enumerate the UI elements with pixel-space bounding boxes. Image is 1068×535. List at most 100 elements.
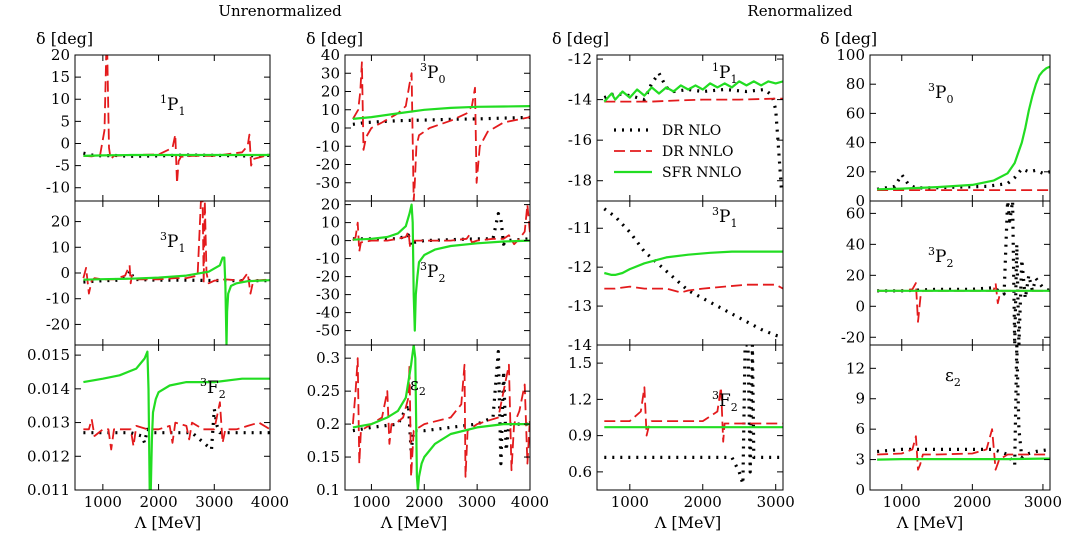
- label-sup: 3: [420, 61, 427, 74]
- series-line-dr-nlo: [352, 350, 530, 466]
- y-tick-label: -40: [316, 304, 340, 322]
- y-tick-label: 20: [321, 83, 340, 101]
- y-tick-label: 10: [51, 238, 70, 256]
- group-title-unrenormalized: Unrenormalized: [218, 2, 342, 20]
- label-sup: 3: [420, 260, 427, 273]
- series-line-dr-nnlo: [82, 201, 270, 295]
- label-sup: 1: [160, 93, 167, 106]
- y-tick-label: -12: [568, 50, 592, 68]
- series-line-dr-nnlo: [83, 55, 270, 185]
- series-line-dr-nnlo: [604, 283, 783, 294]
- y-tick-label: 10: [51, 90, 70, 108]
- y-tick-label: 0.013: [27, 414, 70, 432]
- x-tick-label: 3000: [757, 493, 795, 511]
- y-tick-label: 1.5: [568, 354, 592, 372]
- panel-frame: [869, 54, 1051, 202]
- panel-series-group: [352, 203, 530, 332]
- y-tick-label: 100: [836, 46, 865, 64]
- y-tick-label: 10: [321, 101, 340, 119]
- series-line-sfr-nnlo: [352, 203, 530, 332]
- x-axis-title-col2: Λ [MeV]: [380, 513, 448, 532]
- label-main: P: [719, 63, 730, 83]
- y-tick-label: 0: [855, 192, 865, 210]
- y-tick-label: 0.6: [568, 463, 592, 481]
- panel-series-group: [876, 65, 1050, 191]
- y-tick-label: 60: [846, 204, 865, 222]
- label-main: P: [935, 247, 946, 267]
- y-tick-label: 0: [855, 297, 865, 315]
- y-tick-label: -13: [568, 297, 592, 315]
- x-tick-label: 2000: [684, 493, 722, 511]
- panel-u-e2: 0.1 0.15 0.2 0.25 0.3 1000 2000 3000 4000 ε2: [307, 344, 549, 511]
- series-line-dr-nlo: [877, 201, 1050, 345]
- panels-layer: -10-5051015201P1-30-20-100102030403P0-18…: [27, 46, 1062, 511]
- label-main: ε: [410, 375, 419, 395]
- y-tick-label: 0.015: [27, 346, 70, 364]
- legend-label-dr-nnlo: DR NNLO: [662, 144, 734, 160]
- panel-label: 3F2: [200, 376, 226, 401]
- x-tick-label: 1000: [611, 493, 649, 511]
- series-line-dr-nnlo: [604, 97, 783, 103]
- label-sub: 2: [438, 272, 445, 285]
- label-sub: 1: [178, 105, 185, 118]
- series-line-sfr-nnlo: [83, 256, 270, 345]
- panel-label: 1P1: [712, 61, 737, 86]
- y-tick-label: 0.9: [568, 427, 592, 445]
- panel-r-e2: 0 3 6 9 12 1000 2000 3000 ε2: [846, 344, 1062, 511]
- series-line-dr-nnlo: [877, 428, 1050, 471]
- label-sup: 3: [712, 205, 719, 218]
- series-line-sfr-nnlo: [352, 345, 530, 490]
- y-tick-label: -50: [316, 322, 340, 340]
- y-tick-label: 80: [846, 75, 865, 93]
- y-tick-label: 3: [855, 451, 865, 469]
- label-sub: 2: [731, 401, 738, 414]
- y-axis-title-col3: δ [deg]: [552, 29, 609, 48]
- panel-series-group: [352, 345, 530, 490]
- panel-r-3p1: -14 -13 -12 -11 3P1: [568, 200, 784, 354]
- y-tick-label: -12: [568, 258, 592, 276]
- x-tick-label: 4000: [511, 493, 549, 511]
- series-line-sfr-nnlo: [877, 457, 1050, 461]
- label-sub: 0: [438, 73, 445, 86]
- label-main: P: [719, 207, 730, 227]
- x-tick-label: 2000: [405, 493, 443, 511]
- panel-series-group: [877, 201, 1050, 345]
- panel-label: 1P1: [160, 93, 185, 118]
- y-tick-label: -20: [316, 268, 340, 286]
- label-sup: 3: [928, 81, 935, 94]
- legend: DR NLO DR NNLO SFR NNLO: [606, 117, 766, 191]
- label-main: P: [427, 63, 438, 83]
- y-tick-label: 20: [846, 163, 865, 181]
- series-line-dr-nlo: [83, 407, 270, 452]
- y-tick-label: 0.1: [316, 481, 340, 499]
- panel-series-group: [603, 71, 783, 192]
- panel-series-group: [876, 345, 1050, 471]
- y-tick-label: 0.012: [27, 447, 70, 465]
- series-line-dr-nlo: [603, 207, 783, 339]
- series-line-sfr-nnlo: [83, 153, 270, 157]
- y-tick-label: -10: [316, 137, 340, 155]
- panel-r-1p1: -18 -16 -14 -12 1P1: [568, 50, 784, 202]
- y-tick-label: -14: [568, 336, 592, 354]
- y-tick-label: 0: [330, 119, 340, 137]
- series-line-sfr-nnlo: [603, 80, 783, 103]
- label-main: P: [167, 95, 178, 115]
- panel-u-3p1: -20 -10 0 10 20 3P1: [46, 200, 271, 346]
- series-line-sfr-nnlo: [83, 350, 270, 490]
- y-tick-label: 40: [321, 46, 340, 64]
- y-tick-label: 20: [51, 213, 70, 231]
- label-main: F: [719, 391, 731, 411]
- panel-series-group: [83, 350, 270, 490]
- label-main: F: [207, 378, 219, 398]
- y-tick-label: -10: [46, 179, 70, 197]
- y-tick-label: 30: [321, 64, 340, 82]
- y-tick-label: -14: [568, 91, 592, 109]
- x-tick-label: 1000: [883, 493, 921, 511]
- panel-r-3f2: 0.6 0.9 1.2 1.5 1000 2000 3000 3F2: [568, 344, 795, 511]
- y-tick-label: -18: [568, 172, 592, 190]
- label-sup: 3: [160, 230, 167, 243]
- panel-u-3f2: 0.011 0.012 0.013 0.014 0.015 1000 2000 3000 400…: [27, 344, 289, 511]
- label-sub: 2: [946, 257, 953, 270]
